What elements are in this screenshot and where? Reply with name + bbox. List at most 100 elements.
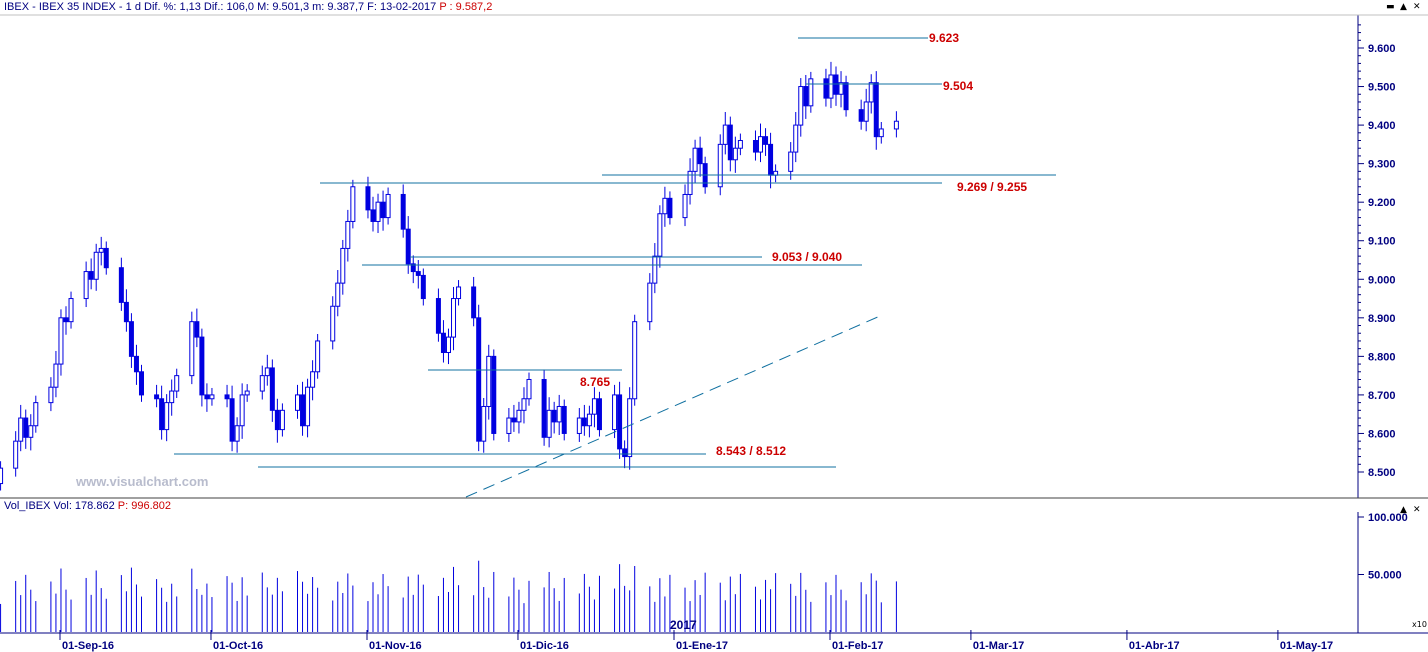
candle bbox=[224, 384, 230, 408]
annotation-lines bbox=[174, 37, 1056, 498]
date-tick-label: 01-Ene-17 bbox=[676, 640, 728, 652]
price-tick-label: 9.200 bbox=[1368, 197, 1396, 209]
price-tick-label: 9.100 bbox=[1368, 236, 1396, 248]
price-tick-label: 9.000 bbox=[1368, 274, 1396, 286]
candle bbox=[138, 364, 144, 402]
candle bbox=[727, 116, 733, 172]
candle bbox=[481, 397, 487, 453]
candle bbox=[405, 216, 411, 274]
candle bbox=[561, 399, 567, 441]
candle bbox=[335, 270, 341, 317]
candle bbox=[768, 132, 774, 189]
candle bbox=[808, 71, 814, 113]
price-tick-label: 9.400 bbox=[1368, 120, 1396, 132]
candle bbox=[98, 236, 104, 266]
candle bbox=[863, 88, 869, 132]
candle bbox=[556, 394, 562, 435]
minimize-icon[interactable]: ▬ bbox=[1386, 2, 1395, 12]
candle bbox=[823, 68, 829, 107]
candle bbox=[838, 71, 844, 108]
candle bbox=[88, 258, 94, 290]
candle bbox=[551, 401, 557, 434]
candle bbox=[763, 128, 769, 156]
candle bbox=[133, 344, 139, 385]
candle bbox=[13, 431, 19, 477]
candle bbox=[410, 255, 416, 284]
candle bbox=[752, 130, 758, 161]
candle bbox=[833, 66, 839, 106]
candle bbox=[295, 384, 301, 419]
candle bbox=[305, 378, 311, 438]
candle bbox=[380, 190, 386, 231]
candle bbox=[773, 164, 779, 183]
scroll-up-icon-vol[interactable]: ▲ bbox=[1400, 505, 1407, 515]
candle bbox=[662, 186, 668, 227]
candle bbox=[345, 209, 351, 262]
candle bbox=[647, 273, 653, 331]
candle bbox=[843, 75, 849, 117]
candle bbox=[858, 99, 864, 130]
candle bbox=[18, 404, 24, 452]
candle bbox=[486, 344, 492, 420]
candle bbox=[385, 187, 391, 225]
candle bbox=[687, 158, 693, 205]
candle bbox=[581, 404, 587, 436]
candle bbox=[28, 414, 34, 451]
label-8543-8512: 8.543 / 8.512 bbox=[716, 444, 786, 458]
date-tick-label: 01-Feb-17 bbox=[832, 640, 883, 652]
price-tick-label: 8.700 bbox=[1368, 390, 1396, 402]
candle bbox=[159, 385, 165, 440]
level-labels: 9.623 9.504 9.269 / 9.255 9.053 / 9.040 … bbox=[580, 31, 1027, 458]
candle bbox=[506, 408, 512, 442]
candle bbox=[541, 369, 547, 446]
candle bbox=[330, 296, 336, 350]
candle bbox=[722, 111, 728, 155]
price-tick-label: 9.300 bbox=[1368, 159, 1396, 171]
label-8765: 8.765 bbox=[580, 375, 610, 389]
axes bbox=[0, 14, 1428, 640]
candle bbox=[451, 286, 457, 351]
price-header-last: P : 9.587,2 bbox=[439, 1, 493, 13]
date-tick-label: 01-Nov-16 bbox=[369, 640, 422, 652]
close-icon-vol[interactable]: ✕ bbox=[1413, 505, 1421, 515]
date-tick-label: 01-Oct-16 bbox=[213, 640, 263, 652]
candle bbox=[737, 133, 743, 156]
candle bbox=[435, 288, 441, 342]
date-tick-label: 01-Mar-17 bbox=[973, 640, 1024, 652]
price-tick-label: 8.500 bbox=[1368, 467, 1396, 479]
candle bbox=[632, 314, 638, 406]
date-tick-label: 01-Dic-16 bbox=[520, 640, 569, 652]
candle bbox=[476, 304, 482, 452]
close-icon[interactable]: ✕ bbox=[1413, 2, 1421, 12]
candle bbox=[118, 257, 124, 311]
volume-header: Vol_IBEX Vol: 178.862 P: 996.802 bbox=[4, 500, 171, 512]
candle bbox=[420, 268, 426, 306]
candle bbox=[340, 239, 346, 295]
candle bbox=[370, 196, 376, 232]
candle bbox=[269, 359, 275, 422]
candle bbox=[828, 61, 834, 109]
candle bbox=[194, 308, 200, 348]
candle bbox=[23, 409, 29, 449]
candle bbox=[511, 404, 517, 432]
label-9623: 9.623 bbox=[929, 31, 959, 45]
candle bbox=[697, 136, 703, 177]
candle bbox=[123, 289, 129, 332]
candle bbox=[546, 397, 552, 448]
price-tick-label: 8.600 bbox=[1368, 428, 1396, 440]
candle bbox=[48, 377, 54, 412]
candle bbox=[350, 179, 356, 229]
candle bbox=[596, 391, 602, 437]
candle bbox=[521, 387, 527, 424]
candle bbox=[788, 142, 794, 180]
candle bbox=[627, 387, 633, 470]
scale-badge[interactable]: x10 bbox=[1412, 620, 1427, 629]
candle bbox=[440, 320, 446, 363]
candle bbox=[400, 184, 406, 238]
candle bbox=[68, 291, 74, 329]
volume-tick-label: 50.000 bbox=[1368, 570, 1402, 582]
candle bbox=[259, 365, 265, 400]
scroll-up-icon[interactable]: ▲ bbox=[1400, 2, 1407, 12]
price-header-info: IBEX - IBEX 35 INDEX - 1 d Dif. %: 1,13 … bbox=[4, 1, 437, 13]
